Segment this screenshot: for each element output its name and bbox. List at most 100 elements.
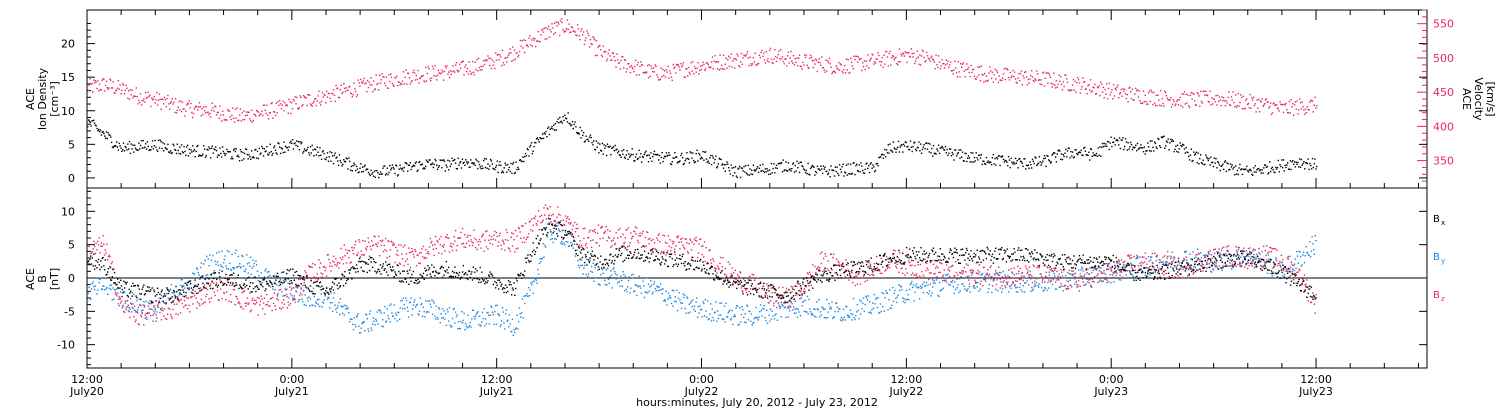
data-point — [612, 52, 615, 55]
data-point — [1293, 265, 1295, 267]
data-point — [867, 295, 869, 297]
data-point — [959, 157, 961, 159]
data-point — [921, 286, 923, 288]
data-point — [1177, 104, 1180, 106]
data-point — [347, 249, 349, 252]
data-point — [1235, 106, 1238, 109]
data-point — [945, 59, 947, 61]
data-point — [212, 152, 214, 154]
data-point — [367, 171, 370, 174]
data-point — [311, 105, 313, 107]
data-point — [1192, 92, 1194, 94]
data-point — [620, 156, 622, 158]
data-point — [491, 306, 493, 308]
data-point — [588, 136, 591, 138]
data-point — [852, 67, 854, 70]
data-point — [1188, 155, 1190, 158]
data-point — [686, 152, 688, 154]
data-point — [442, 71, 444, 73]
data-point — [1071, 155, 1073, 157]
data-point — [98, 83, 101, 85]
data-point — [464, 164, 466, 166]
data-point — [1182, 268, 1184, 270]
data-point — [108, 87, 110, 89]
data-point — [696, 316, 699, 318]
data-point — [133, 309, 136, 312]
data-point — [537, 273, 540, 275]
density-series — [87, 112, 1318, 179]
data-point — [379, 240, 382, 242]
data-point — [156, 149, 158, 151]
data-point — [777, 302, 779, 304]
data-point — [1046, 154, 1048, 157]
data-point — [95, 277, 97, 279]
data-point — [582, 132, 585, 134]
data-point — [485, 60, 487, 62]
data-point — [591, 271, 594, 273]
data-point — [195, 297, 197, 299]
data-point — [374, 324, 376, 326]
data-point — [604, 147, 606, 149]
data-point — [984, 72, 986, 75]
data-point — [331, 152, 333, 154]
data-point — [434, 64, 436, 67]
data-point — [1026, 165, 1029, 167]
data-point — [745, 55, 747, 57]
data-point — [147, 91, 149, 94]
data-point — [869, 301, 871, 303]
data-point — [398, 81, 400, 83]
data-point — [663, 157, 665, 159]
data-point — [1287, 112, 1289, 114]
data-point — [243, 110, 245, 112]
data-point — [278, 142, 280, 145]
data-point — [1123, 90, 1125, 93]
data-point — [1305, 246, 1307, 248]
data-point — [211, 281, 213, 283]
data-point — [355, 240, 357, 242]
data-point — [748, 174, 750, 176]
data-point — [538, 141, 540, 143]
data-point — [554, 31, 557, 34]
data-point — [547, 223, 550, 225]
data-point — [1052, 270, 1054, 273]
data-point — [186, 146, 188, 148]
data-point — [248, 262, 250, 264]
data-point — [406, 83, 408, 85]
data-point — [746, 51, 749, 53]
data-point — [1172, 99, 1175, 101]
data-point — [574, 121, 576, 123]
data-point — [796, 307, 798, 310]
data-point — [486, 312, 488, 314]
data-point — [455, 168, 458, 170]
data-point — [1256, 169, 1258, 171]
data-point — [761, 169, 763, 172]
data-point — [1233, 101, 1235, 104]
data-point — [818, 58, 820, 60]
data-point — [533, 146, 535, 148]
data-point — [527, 149, 529, 151]
data-point — [189, 296, 192, 299]
data-point — [131, 306, 133, 309]
data-point — [1198, 163, 1200, 165]
data-point — [1303, 109, 1305, 111]
data-point — [709, 313, 711, 315]
data-point — [157, 99, 160, 101]
data-point — [299, 141, 301, 143]
data-point — [236, 266, 238, 269]
data-point — [1296, 163, 1298, 166]
data-point — [528, 295, 531, 297]
data-point — [1139, 100, 1141, 102]
data-point — [972, 161, 975, 163]
data-point — [186, 284, 189, 286]
data-point — [912, 56, 914, 58]
data-point — [226, 119, 228, 121]
data-point — [93, 119, 95, 121]
data-point — [1034, 285, 1037, 287]
data-point — [635, 74, 638, 76]
data-point — [276, 112, 278, 114]
data-point — [1023, 77, 1025, 79]
data-point — [772, 62, 774, 65]
data-point — [428, 311, 430, 313]
data-point — [114, 92, 116, 94]
data-point — [1005, 160, 1007, 162]
